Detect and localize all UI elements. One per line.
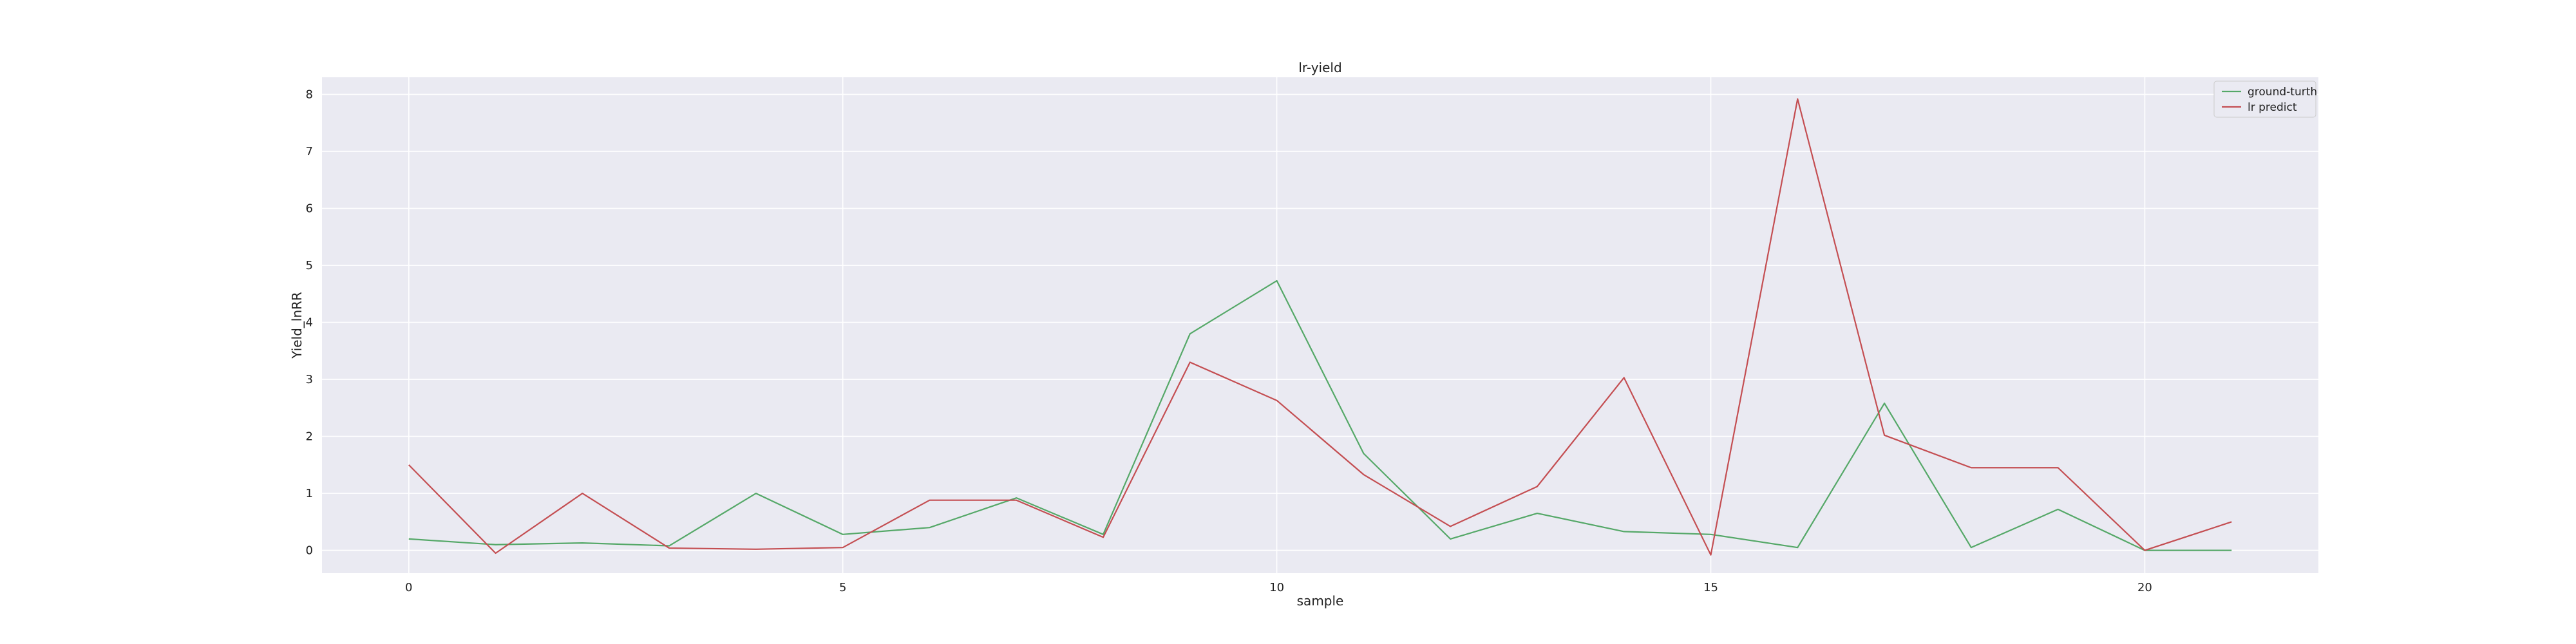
x-tick-label: 0 (405, 581, 412, 594)
legend-label: lr predict (2248, 101, 2297, 114)
grid-lines (322, 77, 2318, 573)
plot-background (322, 77, 2318, 573)
y-tick-label: 6 (306, 202, 313, 216)
y-tick-label: 1 (306, 487, 313, 500)
x-tick-label: 10 (1269, 581, 1284, 594)
chart-title: lr-yield (1298, 60, 1341, 75)
y-axis-label: Yield_lnRR (289, 292, 305, 359)
series-line-lr-predict (408, 98, 2232, 556)
y-tick-label: 5 (306, 259, 313, 272)
y-tick-label: 8 (306, 88, 313, 102)
legend-label: ground-turth (2248, 86, 2317, 99)
y-tick-label: 0 (306, 544, 313, 558)
x-tick-label: 20 (2137, 581, 2152, 594)
y-tick-label: 4 (306, 316, 313, 330)
series-line-ground-turth (408, 279, 2232, 551)
legend: ground-turth lr predict (2213, 80, 2317, 118)
x-tick-label: 5 (839, 581, 846, 594)
x-tick-label: 15 (1703, 581, 1718, 594)
y-tick-label: 3 (306, 373, 313, 386)
legend-box (2213, 80, 2316, 118)
y-tick-label: 7 (306, 145, 313, 158)
x-axis-label: sample (1297, 593, 1344, 609)
tick-labels: 0 5 10 15 20 0 1 2 3 4 5 6 7 8 (306, 88, 2152, 594)
y-tick-label: 2 (306, 430, 313, 444)
series-lines (408, 98, 2232, 556)
